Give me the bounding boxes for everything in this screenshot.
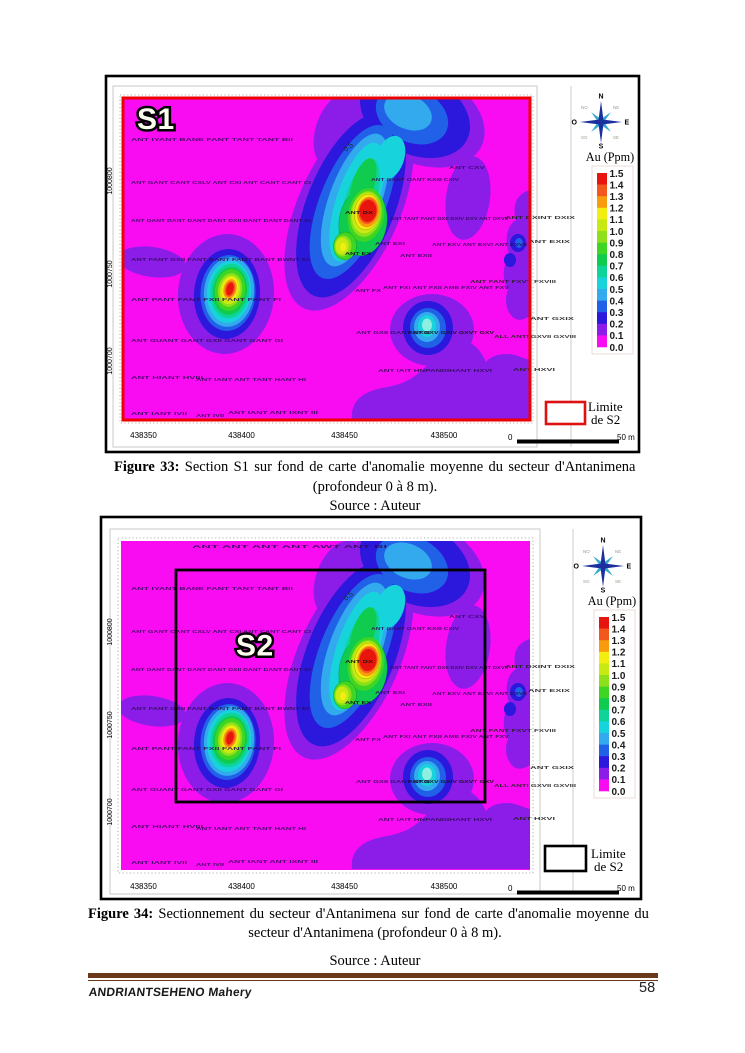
- svg-text:de S2: de S2: [594, 859, 623, 874]
- svg-text:de S2: de S2: [591, 412, 620, 427]
- svg-text:Limite: Limite: [591, 846, 626, 861]
- svg-text:S2: S2: [236, 630, 274, 663]
- svg-text:S1: S1: [137, 103, 175, 136]
- svg-text:Limite: Limite: [588, 399, 623, 414]
